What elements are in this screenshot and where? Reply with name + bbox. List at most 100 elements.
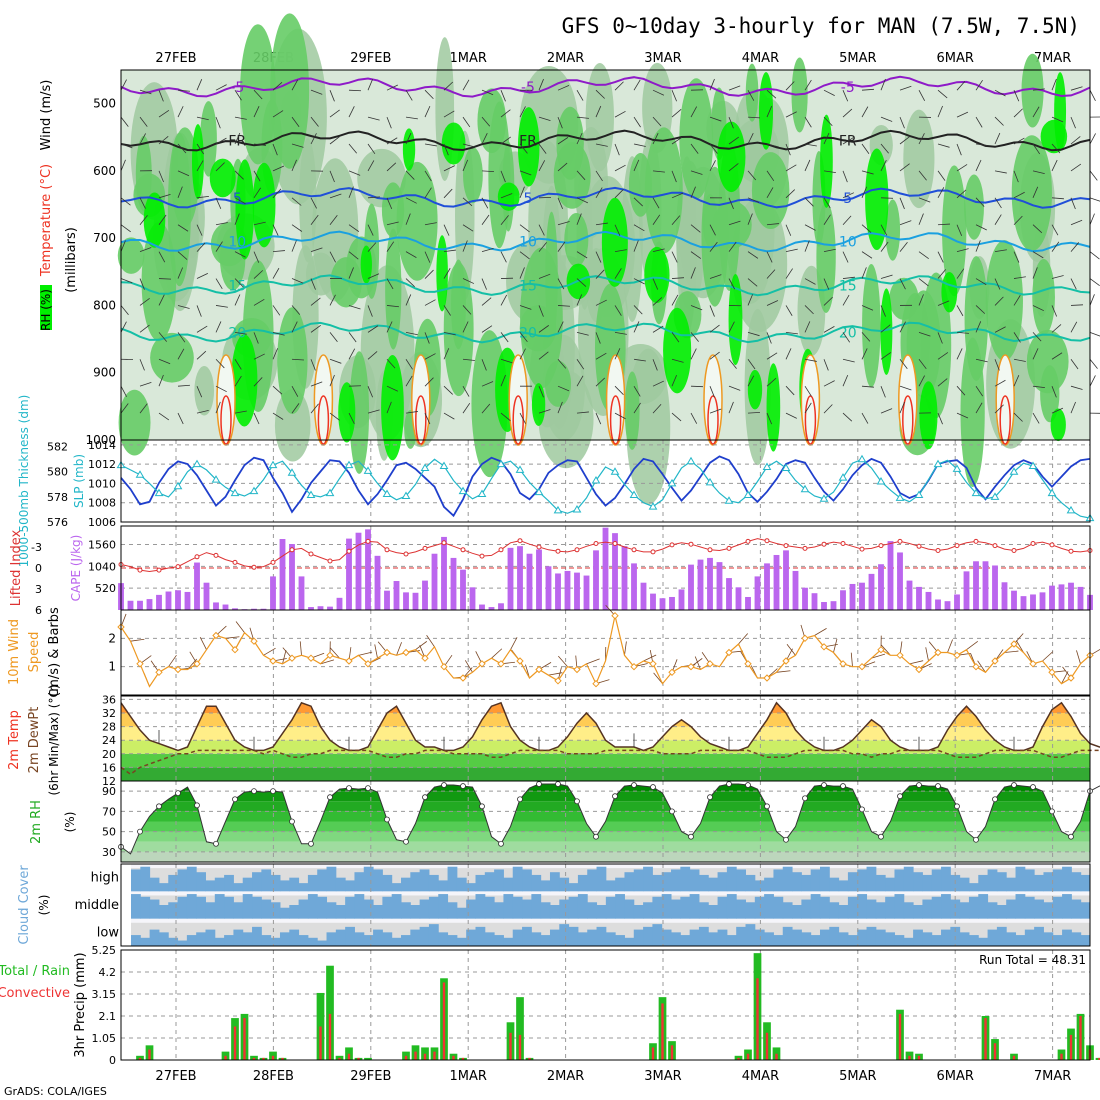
cape-tick-label: 1560 — [88, 538, 116, 551]
wind-barb — [500, 294, 508, 306]
hot-surface-contour — [609, 395, 622, 445]
cape-bar — [422, 580, 428, 610]
wind-speed-point — [193, 660, 201, 668]
li-point — [878, 543, 884, 549]
wind-speed-point — [820, 643, 828, 651]
pressure-tick-label: 700 — [93, 231, 116, 245]
isotherm-label: 20 — [519, 325, 537, 341]
li-point — [764, 538, 770, 544]
cloud-cell — [941, 894, 951, 919]
li-point — [137, 567, 143, 573]
wind-barb — [994, 379, 1006, 387]
wind-barb — [766, 143, 779, 148]
wind-barb — [880, 197, 894, 199]
cloud-cell — [345, 896, 355, 919]
cloud-cell — [633, 869, 644, 892]
bottom-date-label: 6MAR — [936, 1069, 973, 1084]
cloud-cell — [1062, 894, 1072, 919]
precip-convective-bar — [423, 1053, 427, 1060]
cloud-cell — [475, 926, 486, 946]
wind-barb — [709, 241, 718, 252]
rh-blob — [964, 174, 984, 240]
slp-point — [1009, 467, 1019, 475]
rh-blob — [1050, 408, 1066, 442]
wind-speed-point — [782, 657, 790, 665]
isotherm-label: 15 — [519, 278, 537, 294]
cloud-cell — [196, 932, 206, 946]
wind-speed-point — [630, 662, 638, 671]
top-date-label: 6MAR — [936, 51, 973, 66]
precip-convective-bar — [1069, 1034, 1073, 1060]
wind-barb — [614, 412, 626, 420]
cape-bar — [792, 570, 799, 610]
wind-barb — [1013, 251, 1020, 263]
wind-barb — [462, 385, 470, 397]
wind-barb — [861, 412, 869, 424]
rh-point — [536, 781, 542, 787]
cloud-cell — [1071, 872, 1082, 892]
wind-barb — [367, 386, 373, 398]
wind-barb — [234, 331, 247, 335]
wind-barb — [139, 247, 152, 253]
wind-barb — [215, 222, 228, 226]
wind-barb — [177, 348, 185, 360]
rh-blob — [712, 201, 752, 249]
rh-blob — [135, 135, 152, 211]
wind-barb — [633, 159, 640, 172]
rh-blob — [519, 305, 557, 352]
cloud-cell — [186, 866, 197, 892]
wind-barb — [586, 658, 600, 665]
precip-convective-bar — [262, 1057, 265, 1060]
wind-barb — [975, 116, 983, 128]
cloud-cell — [810, 869, 821, 892]
wind-barb — [956, 143, 962, 156]
wind-barb — [576, 375, 584, 387]
cloud-cell — [857, 869, 868, 892]
wind-barb — [158, 214, 167, 225]
wind-barb — [766, 352, 778, 360]
cloud-cell — [996, 872, 1007, 892]
isotherm-label: 20 — [228, 325, 246, 341]
precip-total-bar — [516, 997, 524, 1060]
wind-barb — [424, 170, 432, 182]
cloud-cell — [792, 905, 802, 919]
wind-barb — [576, 331, 589, 336]
wind-barb — [975, 278, 987, 286]
wind-barb — [272, 188, 282, 199]
wind-barb — [139, 197, 146, 209]
wind-barb — [842, 412, 853, 422]
cape-axis-label: CAPE (J/kg) — [69, 535, 83, 602]
rh-blob — [277, 307, 308, 415]
cloud-cell — [196, 896, 206, 919]
wind-barb — [481, 297, 492, 306]
cape-bar — [346, 538, 352, 610]
precip-frame — [120, 949, 1091, 1061]
wind-barb — [899, 163, 910, 172]
wind-barb — [595, 412, 602, 425]
li-point — [384, 547, 390, 553]
cloud-cell — [428, 924, 439, 946]
precip-convective-bar — [1060, 1053, 1063, 1060]
wind-barb — [310, 359, 316, 371]
wind-barb — [405, 251, 417, 258]
wind-speed-point — [383, 648, 391, 657]
wind-barb — [424, 222, 437, 226]
cape-bar — [412, 592, 419, 610]
cape-bar — [498, 603, 504, 610]
cloud-cell — [596, 866, 607, 892]
wind-barb — [253, 412, 260, 425]
wind-barb — [842, 192, 855, 199]
cloud-cell — [298, 883, 309, 892]
rh-point — [574, 798, 580, 805]
cloud-cell — [475, 874, 486, 892]
cloud-cell — [819, 866, 830, 892]
wind-barb — [196, 195, 209, 199]
rh-point — [1030, 784, 1036, 790]
wind-barb — [139, 278, 145, 290]
cloud-cell — [419, 899, 430, 919]
wind-barb — [367, 78, 374, 91]
wind-barb — [291, 224, 303, 232]
wind-speed-point — [288, 654, 296, 662]
wind-barb — [785, 305, 793, 316]
wind-barb — [1051, 78, 1057, 91]
